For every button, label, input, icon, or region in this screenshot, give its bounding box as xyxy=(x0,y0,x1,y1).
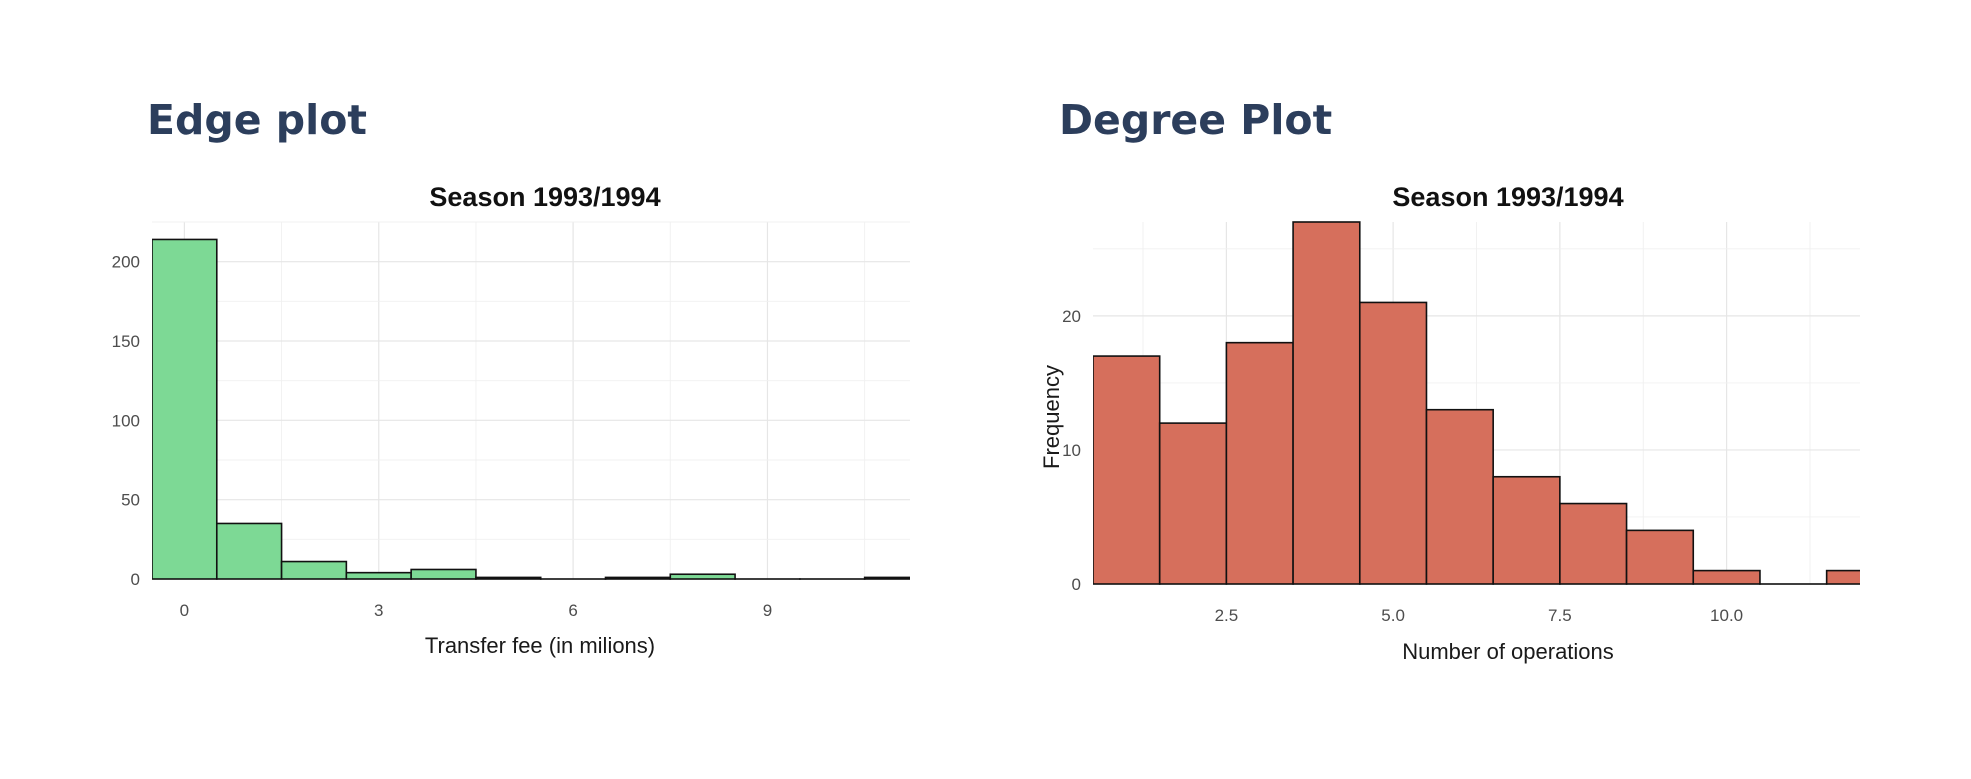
degree-plot-chart: Season 1993/1994 2.5 5.0 7.5 10.0 0 10 20 Numb… xyxy=(1039,182,1860,664)
edge-chart-title: Season 1993/1994 xyxy=(429,182,660,212)
histogram-bar xyxy=(280,560,348,580)
histogram-bar xyxy=(1492,475,1561,585)
histogram-bar xyxy=(1292,221,1361,585)
edge-chart-ticks: 0 3 6 9 0 50 100 150 200 xyxy=(112,253,773,620)
x-tick-label: 6 xyxy=(568,601,577,620)
histogram-bar xyxy=(1158,422,1228,585)
degree-chart-xlabel: Number of operations xyxy=(1402,639,1614,664)
x-tick-label: 3 xyxy=(374,601,383,620)
x-tick-label: 7.5 xyxy=(1548,606,1572,625)
histogram-bar xyxy=(1093,355,1161,585)
edge-chart-grid xyxy=(152,221,910,580)
degree-chart-ticks: 2.5 5.0 7.5 10.0 0 10 20 xyxy=(1062,307,1743,625)
y-tick-label: 0 xyxy=(1072,575,1081,594)
histogram-bar xyxy=(604,576,672,580)
degree-chart-title: Season 1993/1994 xyxy=(1392,182,1623,212)
degree-plot-heading: Degree Plot xyxy=(1059,96,1333,144)
histogram-bar xyxy=(410,568,477,580)
histogram-bar xyxy=(345,571,412,580)
histogram-bar xyxy=(152,238,218,580)
x-tick-label: 10.0 xyxy=(1710,606,1743,625)
edge-chart-bars xyxy=(152,238,910,580)
histogram-bar xyxy=(1225,341,1294,585)
histogram-bar xyxy=(863,576,910,580)
y-tick-label: 50 xyxy=(121,491,140,510)
histogram-bar xyxy=(1825,569,1860,585)
y-tick-label: 200 xyxy=(112,253,140,272)
y-tick-label: 100 xyxy=(112,411,140,430)
edge-plot-chart: Season 1993/1994 0 3 6 9 0 50 100 150 200 Transf… xyxy=(112,182,910,658)
histogram-bar xyxy=(1625,529,1695,585)
histogram-bar xyxy=(1559,502,1628,585)
x-tick-label: 2.5 xyxy=(1215,606,1239,625)
y-tick-label: 150 xyxy=(112,332,140,351)
y-tick-label: 10 xyxy=(1062,441,1081,460)
x-tick-label: 5.0 xyxy=(1381,606,1405,625)
y-tick-label: 20 xyxy=(1062,307,1081,326)
histogram-bar xyxy=(475,576,542,580)
edge-plot-heading: Edge plot xyxy=(147,96,367,144)
y-tick-label: 0 xyxy=(131,570,140,589)
histogram-bar xyxy=(215,522,283,580)
degree-chart-ylabel: Frequency xyxy=(1039,365,1064,469)
histogram-bar xyxy=(669,573,736,580)
histogram-bar xyxy=(1358,301,1428,585)
x-tick-label: 0 xyxy=(180,601,189,620)
x-tick-label: 9 xyxy=(763,601,772,620)
histogram-bar xyxy=(1425,408,1494,585)
histogram-bar xyxy=(1692,569,1761,585)
edge-chart-xlabel: Transfer fee (in milions) xyxy=(425,633,655,658)
degree-chart-bars xyxy=(1093,221,1860,585)
